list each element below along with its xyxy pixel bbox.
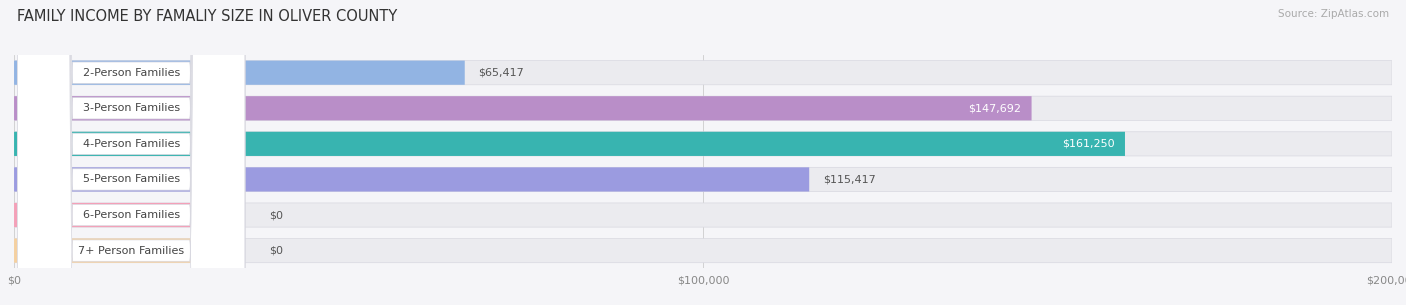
FancyBboxPatch shape [17, 0, 245, 305]
Text: $115,417: $115,417 [823, 174, 876, 185]
Text: FAMILY INCOME BY FAMALIY SIZE IN OLIVER COUNTY: FAMILY INCOME BY FAMALIY SIZE IN OLIVER … [17, 9, 396, 24]
FancyBboxPatch shape [14, 132, 1392, 156]
FancyBboxPatch shape [14, 61, 1392, 85]
Text: $147,692: $147,692 [969, 103, 1021, 113]
Text: 2-Person Families: 2-Person Families [83, 68, 180, 78]
Text: 7+ Person Families: 7+ Person Families [79, 246, 184, 256]
FancyBboxPatch shape [14, 239, 207, 263]
Text: Source: ZipAtlas.com: Source: ZipAtlas.com [1278, 9, 1389, 19]
FancyBboxPatch shape [17, 0, 245, 305]
Text: 3-Person Families: 3-Person Families [83, 103, 180, 113]
Text: $65,417: $65,417 [478, 68, 524, 78]
FancyBboxPatch shape [14, 167, 810, 192]
Text: $0: $0 [269, 246, 283, 256]
FancyBboxPatch shape [14, 61, 465, 85]
FancyBboxPatch shape [14, 203, 1392, 227]
FancyBboxPatch shape [14, 167, 1392, 192]
Text: $161,250: $161,250 [1062, 139, 1115, 149]
FancyBboxPatch shape [17, 0, 245, 305]
FancyBboxPatch shape [14, 96, 1032, 120]
Text: 6-Person Families: 6-Person Families [83, 210, 180, 220]
FancyBboxPatch shape [14, 132, 1125, 156]
Text: 4-Person Families: 4-Person Families [83, 139, 180, 149]
FancyBboxPatch shape [17, 0, 245, 305]
FancyBboxPatch shape [17, 0, 245, 305]
FancyBboxPatch shape [14, 96, 1392, 120]
Text: $0: $0 [269, 210, 283, 220]
FancyBboxPatch shape [14, 203, 207, 227]
FancyBboxPatch shape [14, 239, 1392, 263]
Text: 5-Person Families: 5-Person Families [83, 174, 180, 185]
FancyBboxPatch shape [17, 0, 245, 305]
